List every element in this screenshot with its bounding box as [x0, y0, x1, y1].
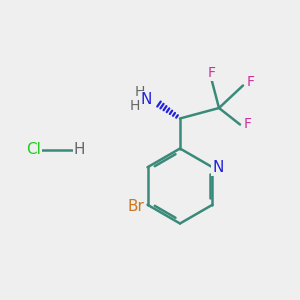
Text: Br: Br [128, 199, 145, 214]
Text: H: H [129, 99, 140, 112]
Text: F: F [247, 75, 254, 89]
Text: F: F [244, 118, 251, 131]
Text: F: F [208, 66, 215, 80]
Text: N: N [212, 160, 224, 175]
Text: Cl: Cl [26, 142, 41, 158]
Text: H: H [74, 142, 85, 158]
Text: H: H [134, 85, 145, 99]
Text: N: N [141, 92, 152, 107]
